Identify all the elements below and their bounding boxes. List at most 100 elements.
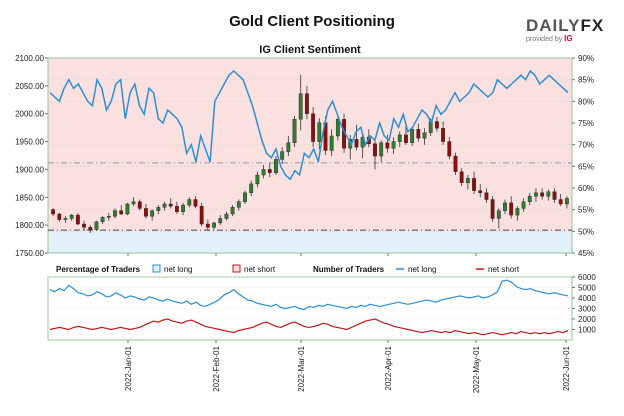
long-zone-fill bbox=[48, 231, 572, 253]
sub-y-tick-label: 3000 bbox=[578, 305, 596, 314]
candle-down bbox=[75, 214, 80, 225]
sub-y-tick-label: 4000 bbox=[578, 294, 596, 303]
y-right-tick-label: 80% bbox=[578, 97, 594, 106]
y-left-tick-label: 2100.00 bbox=[15, 54, 44, 63]
candle-up bbox=[397, 134, 402, 142]
candle-up bbox=[280, 151, 285, 160]
candle-up bbox=[131, 201, 136, 205]
y-right-tick-label: 90% bbox=[578, 54, 594, 63]
brand-wordmark: DAILYFX bbox=[526, 16, 612, 36]
legend-net-long-swatch bbox=[152, 264, 161, 273]
candle-up bbox=[379, 142, 384, 157]
candle-up bbox=[298, 93, 303, 120]
y-left-tick-label: 1750.00 bbox=[15, 249, 44, 258]
candle-down bbox=[119, 210, 124, 215]
candle-down bbox=[82, 223, 86, 228]
y-right-tick-label: 45% bbox=[578, 249, 594, 258]
x-tick-label: 2022-Jan-01 bbox=[124, 345, 133, 390]
candle-down bbox=[558, 199, 563, 205]
candle-up bbox=[503, 202, 507, 211]
candle-up bbox=[249, 183, 254, 194]
candle-up bbox=[329, 135, 334, 151]
candle-up bbox=[218, 218, 223, 224]
candle-down bbox=[137, 201, 142, 209]
candle-down bbox=[267, 169, 272, 173]
y-left-tick-label: 1950.00 bbox=[15, 138, 44, 147]
candle-up bbox=[527, 195, 532, 202]
provider-ig: IG bbox=[564, 34, 573, 43]
candle-up bbox=[106, 216, 111, 218]
candle-down bbox=[144, 208, 148, 217]
legend-net-long-label: net long bbox=[164, 265, 192, 274]
candle-up bbox=[292, 119, 297, 143]
candle-up bbox=[113, 210, 117, 217]
y-left-tick-label: 1850.00 bbox=[15, 193, 44, 202]
legend-percentage-label: Percentage of Traders bbox=[56, 265, 141, 274]
y-right-tick-label: 65% bbox=[578, 162, 594, 171]
candle-up bbox=[391, 141, 396, 149]
candle-down bbox=[305, 93, 309, 114]
sub-y-tick-label: 6000 bbox=[578, 273, 596, 282]
candle-down bbox=[509, 202, 514, 216]
x-axis: 2022-Jan-01 2022-Feb-01 2022-Mar-01 2022-Ap… bbox=[124, 253, 571, 393]
provided-by-text: provided by bbox=[526, 36, 563, 43]
candle-up bbox=[410, 129, 415, 143]
y-left-tick-label: 2050.00 bbox=[15, 82, 44, 91]
sub-y-tick-label: 2000 bbox=[578, 315, 596, 324]
page-title: Gold Client Positioning bbox=[229, 13, 395, 30]
price-sentiment-panel: IG Client Sentiment 1750.00 1800.00 1850.00… bbox=[15, 44, 594, 258]
candle-up bbox=[230, 207, 235, 215]
candle-up bbox=[63, 218, 68, 220]
candle-up bbox=[224, 213, 229, 219]
candle-down bbox=[168, 203, 173, 207]
legend-number-label: Number of Traders bbox=[313, 265, 385, 274]
candle-down bbox=[490, 199, 495, 219]
candle-down bbox=[484, 192, 489, 200]
candle-up bbox=[261, 169, 266, 176]
candle-up bbox=[212, 222, 216, 228]
candle-down bbox=[453, 155, 458, 172]
candle-down bbox=[404, 134, 408, 143]
candle-down bbox=[354, 139, 359, 148]
candle-up bbox=[156, 207, 161, 211]
x-tick-label: 2022-Feb-01 bbox=[212, 345, 221, 391]
y-right-tick-label: 70% bbox=[578, 141, 594, 150]
y-left-tick-label: 1900.00 bbox=[15, 165, 44, 174]
candle-up bbox=[69, 214, 74, 219]
candle-up bbox=[125, 203, 130, 215]
net-long-percent-line bbox=[49, 69, 569, 181]
candle-up bbox=[181, 204, 185, 212]
candle-up bbox=[496, 210, 501, 219]
dailyfx-logo: DAILYFX provided by IG bbox=[526, 16, 612, 43]
candle-up bbox=[274, 159, 278, 173]
candle-up bbox=[100, 217, 105, 222]
candle-up bbox=[521, 201, 526, 209]
y-right-tick-label: 85% bbox=[578, 76, 594, 85]
y-right-tick-label: 75% bbox=[578, 119, 594, 128]
candle-down bbox=[199, 205, 204, 225]
net-long-count-line bbox=[49, 279, 569, 311]
candle-down bbox=[472, 178, 476, 191]
provided-by: provided by IG bbox=[526, 34, 612, 43]
candle-up bbox=[534, 192, 538, 197]
x-tick-label: 2022-Apr-01 bbox=[384, 345, 393, 390]
legend-count-short-label: net short bbox=[488, 265, 520, 274]
plot-frame bbox=[47, 57, 573, 254]
candle-up bbox=[243, 192, 247, 202]
legend-net-short-label: net short bbox=[244, 265, 276, 274]
candle-down bbox=[416, 129, 421, 139]
candle-up bbox=[94, 221, 99, 230]
candle-down bbox=[478, 190, 483, 194]
candle-up bbox=[515, 208, 520, 216]
candle-up bbox=[546, 191, 551, 197]
candle-up bbox=[286, 142, 291, 152]
chart-subtitle: IG Client Sentiment bbox=[259, 44, 361, 56]
candle-down bbox=[88, 227, 93, 230]
x-tick-label: 2022-Mar-01 bbox=[297, 345, 306, 391]
candle-up bbox=[422, 132, 427, 139]
y-right-tick-label: 55% bbox=[578, 206, 594, 215]
candle-up bbox=[565, 198, 569, 205]
sub-y-tick-label: 5000 bbox=[578, 284, 596, 293]
candle-down bbox=[435, 121, 439, 129]
